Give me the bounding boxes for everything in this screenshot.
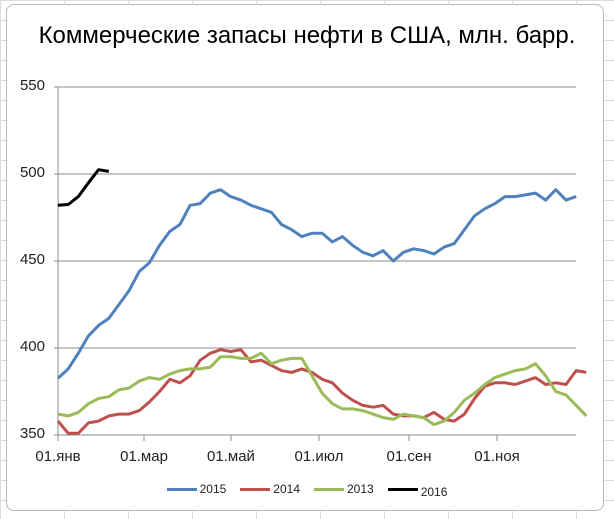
legend-item-2015[interactable]: 2015 xyxy=(166,482,227,496)
series-line-2013[interactable] xyxy=(57,351,588,427)
chart-title: Коммерческие запасы нефти в США, млн. ба… xyxy=(38,22,576,49)
legend-swatch-icon xyxy=(240,487,271,491)
x-tick-label: 01.июл xyxy=(294,448,344,465)
legend-swatch-icon xyxy=(387,487,418,491)
legend-label: 2015 xyxy=(199,482,227,496)
x-tick-label: 01.ноя xyxy=(474,448,520,465)
series-line-2014[interactable] xyxy=(56,348,587,435)
x-tick-label: 01.янв xyxy=(35,448,81,465)
y-tick-label: 450 xyxy=(19,251,45,268)
legend-swatch-icon xyxy=(314,487,344,491)
legend-item-2013[interactable]: 2013 xyxy=(314,482,374,496)
legend-label: 2013 xyxy=(347,482,374,496)
legend-item-2016[interactable]: 2016 xyxy=(387,482,448,499)
legend-item-2014[interactable]: 2014 xyxy=(240,482,300,496)
series-line-2015[interactable] xyxy=(56,188,577,380)
x-tick-label: 01.сен xyxy=(386,448,432,465)
series-line-2016[interactable] xyxy=(57,168,110,207)
y-tick-label: 550 xyxy=(19,77,45,94)
legend[interactable]: 2015 2014 2013 2016 xyxy=(0,482,614,499)
chart-area[interactable] xyxy=(6,4,604,511)
x-tick-label: 01.мар xyxy=(120,448,168,465)
legend-label: 2014 xyxy=(273,482,300,496)
x-tick-label: 01.май xyxy=(207,448,255,465)
legend-label: 2016 xyxy=(420,485,448,499)
y-tick-label: 350 xyxy=(19,425,45,442)
y-tick-label: 400 xyxy=(19,338,45,355)
y-tick-label: 500 xyxy=(19,164,45,181)
legend-swatch-icon xyxy=(166,487,197,491)
